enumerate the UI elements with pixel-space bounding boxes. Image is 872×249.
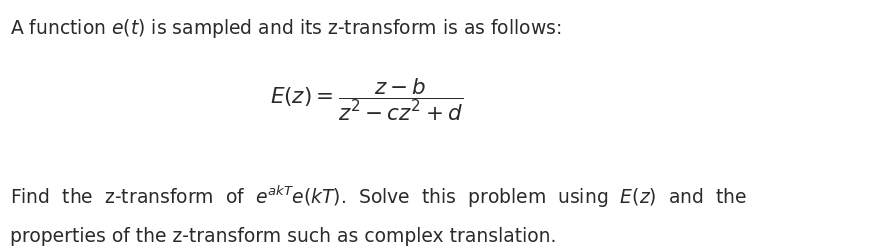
Text: Find  the  z-transform  of  $e^{akT}\mathit{e}(kT)$.  Solve  this  problem  usin: Find the z-transform of $e^{akT}\mathit{…: [10, 184, 747, 210]
Text: $\mathit{E}(z) = \dfrac{z - b}{z^2 - cz^2 + d}$: $\mathit{E}(z) = \dfrac{z - b}{z^2 - cz^…: [269, 76, 463, 123]
Text: A function $\mathit{e}(t)$ is sampled and its z-transform is as follows:: A function $\mathit{e}(t)$ is sampled an…: [10, 17, 562, 40]
Text: properties of the z-transform such as complex translation.: properties of the z-transform such as co…: [10, 227, 557, 246]
